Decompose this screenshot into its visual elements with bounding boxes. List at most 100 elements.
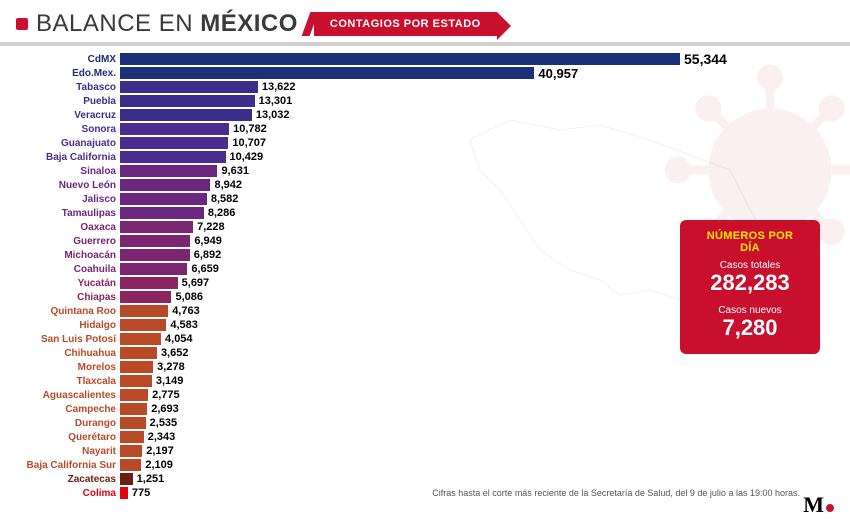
bar [120,459,141,471]
bar-row: Zacatecas1,251 [0,472,850,486]
bar-value: 1,251 [137,473,165,485]
bar [120,179,210,191]
publisher-logo-dot-icon [826,504,834,512]
publisher-logo: M [803,492,834,518]
bar-row: Puebla13,301 [0,94,850,108]
bar-row: Guanajuato10,707 [0,136,850,150]
bar-label: Jalisco [0,194,120,205]
bar-value: 7,228 [197,221,225,233]
bar-area: 2,775 [120,389,850,401]
header-title-bold: MÉXICO [200,10,298,37]
footer-note: Cifras hasta el corte más reciente de la… [432,488,800,498]
bar [120,81,258,93]
bar [120,361,153,373]
bar [120,319,166,331]
header-title: BALANCE EN MÉXICO [36,10,298,38]
bar-area: 13,622 [120,81,850,93]
bar-row: Campeche2,693 [0,402,850,416]
bar-area: 8,286 [120,207,850,219]
bar [120,291,171,303]
bar-value: 8,942 [214,179,242,191]
bar-value: 9,631 [221,165,249,177]
bar-value: 10,429 [230,151,264,163]
bar-area: 2,343 [120,431,850,443]
bar [120,263,187,275]
bar [120,347,157,359]
bar-label: San Luis Potosí [0,334,120,345]
bar-row: Sinaloa 9,631 [0,164,850,178]
bar-value: 13,622 [262,81,296,93]
bar-label: Guanajuato [0,138,120,149]
bar-area: 1,251 [120,473,850,485]
bar-area: 40,957 [120,66,850,81]
bar-value: 3,278 [157,361,185,373]
bar-label: Coahuila [0,264,120,275]
bar-label: Baja California Sur [0,460,120,471]
bar-label: Oaxaca [0,222,120,233]
bar-value: 2,693 [151,403,179,415]
bar-label: Nuevo León [0,180,120,191]
bar [120,375,152,387]
bar [120,249,190,261]
header-accent-icon [16,18,28,30]
bar [120,389,148,401]
bar-label: Yucatán [0,278,120,289]
bar-area: 3,278 [120,361,850,373]
bar-row: Sonora10,782 [0,122,850,136]
bar [120,67,534,79]
bar-value: 3,149 [156,375,184,387]
bar-value: 2,343 [148,431,176,443]
bar-label: Tabasco [0,82,120,93]
bar-area: 10,707 [120,137,850,149]
bar [120,417,146,429]
stats-title: NÚMEROS POR DÍA [698,230,802,254]
bar-value: 2,775 [152,389,180,401]
bar-label: CdMX [0,54,120,65]
bar-label: Aguascalientes [0,390,120,401]
bar-row: Nuevo León 8,942 [0,178,850,192]
bar-value: 8,286 [208,207,236,219]
bar-value: 6,659 [191,263,219,275]
bar [120,109,252,121]
stats-value-1: 7,280 [698,316,802,340]
bar [120,221,193,233]
bar-area: 2,197 [120,445,850,457]
bar-label: Querétaro [0,432,120,443]
bar-value: 4,763 [172,305,200,317]
bar-label: Morelos [0,362,120,373]
bar-area: 10,782 [120,123,850,135]
bar-value: 8,582 [211,193,239,205]
bar-label: Tlaxcala [0,376,120,387]
bar-value: 5,086 [175,291,203,303]
publisher-logo-text: M [803,492,824,518]
bar-label: Veracruz [0,110,120,121]
bar-area: 3,149 [120,375,850,387]
bar [120,431,144,443]
bar-row: Tabasco 13,622 [0,80,850,94]
bar-value: 5,697 [182,277,210,289]
bar-label: Nayarit [0,446,120,457]
bar-row: Veracruz13,032 [0,108,850,122]
bar [120,473,133,485]
bar-row: Baja California10,429 [0,150,850,164]
bar-value: 2,535 [150,417,178,429]
bar [120,207,204,219]
bar-label: Hidalgo [0,320,120,331]
header-tab: CONTAGIOS POR ESTADO [314,12,497,36]
bar-area: 2,109 [120,459,850,471]
bar-row: Tamaulipas8,286 [0,206,850,220]
bar-label: Quintana Roo [0,306,120,317]
bar-value: 6,949 [194,235,222,247]
bar-value: 40,957 [538,66,578,81]
bar [120,193,207,205]
bar-label: Michoacán [0,250,120,261]
bar-value: 2,197 [146,445,174,457]
bar-area: 8,582 [120,193,850,205]
bar-value: 2,109 [145,459,173,471]
bar [120,165,217,177]
stats-value-0: 282,283 [698,271,802,295]
bar-label: Sinaloa [0,166,120,177]
header: BALANCE EN MÉXICO CONTAGIOS POR ESTADO [0,0,850,46]
bar-value: 4,583 [170,319,198,331]
bar-row: Edo.Mex.40,957 [0,66,850,80]
